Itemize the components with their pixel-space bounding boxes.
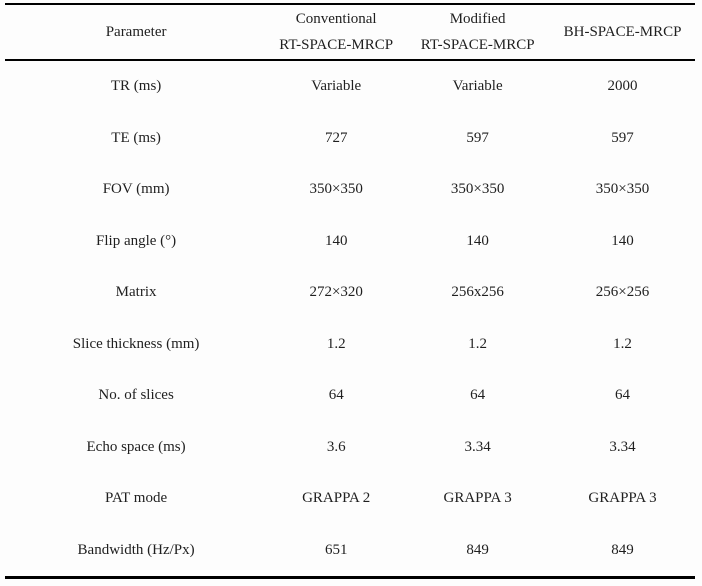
table-row-flip-angle: Flip angle (°) 140 140 140	[5, 216, 695, 268]
value-cell: 849	[611, 541, 634, 558]
table-row-no-of-slices: No. of slices 64 64 64	[5, 370, 695, 422]
table-row-echo-space: Echo space (ms) 3.6 3.34 3.34	[5, 422, 695, 474]
parameter-label: TR (ms)	[110, 78, 162, 95]
column-header-bh-space-mrcp: BH-SPACE-MRCP	[563, 23, 682, 40]
value-cell: 350×350	[595, 181, 650, 198]
parameter-label: Flip angle (°)	[96, 232, 177, 249]
column-header-parameter: Parameter	[105, 23, 167, 40]
value-cell: 1.2	[613, 335, 632, 352]
value-cell: 3.6	[326, 438, 346, 455]
parameter-label: TE (ms)	[111, 129, 161, 146]
parameter-label: Echo space (ms)	[86, 438, 186, 455]
column-header-conventional-rt-space-mrcp: Conventional RT-SPACE-MRCP	[267, 4, 405, 60]
value-cell: 3.34	[464, 438, 491, 455]
value-cell: 651	[324, 541, 348, 558]
column-header-line: RT-SPACE-MRCP	[420, 37, 535, 53]
value-cell: GRAPPA 3	[588, 490, 657, 507]
parameter-label: Slice thickness (mm)	[72, 335, 200, 352]
table-row-slice-thickness: Slice thickness (mm) 1.2 1.2 1.2	[5, 319, 695, 371]
value-cell: GRAPPA 3	[443, 490, 512, 507]
table-row-tr: TR (ms) Variable Variable 2000	[5, 60, 695, 113]
parameter-label: Bandwidth (Hz/Px)	[77, 541, 195, 558]
table-row-bandwidth: Bandwidth (Hz/Px) 651 849 849	[5, 525, 695, 578]
value-cell: 727	[324, 129, 348, 146]
column-header-line: Conventional	[295, 11, 377, 27]
value-cell: 64	[328, 387, 344, 404]
value-cell: 597	[466, 129, 489, 146]
value-cell: 350×350	[309, 181, 363, 198]
value-cell: 597	[611, 129, 634, 146]
value-cell: GRAPPA 2	[302, 490, 371, 507]
table-header: Parameter Conventional RT-SPACE-MRCP Mod…	[5, 4, 695, 60]
parameter-label: Matrix	[115, 284, 157, 301]
header-row: Parameter Conventional RT-SPACE-MRCP Mod…	[5, 4, 695, 60]
value-cell: 64	[470, 387, 486, 404]
value-cell: 272×320	[309, 284, 363, 301]
value-cell: 64	[615, 387, 631, 404]
table-row-pat-mode: PAT mode GRAPPA 2 GRAPPA 3 GRAPPA 3	[5, 473, 695, 525]
parameter-label: PAT mode	[105, 490, 168, 507]
value-cell: Variable	[311, 78, 362, 95]
mri-parameters-table: Parameter Conventional RT-SPACE-MRCP Mod…	[5, 3, 695, 579]
value-cell: 849	[466, 541, 489, 558]
parameter-label: No. of slices	[98, 387, 174, 404]
value-cell: 350×350	[450, 181, 505, 198]
value-cell: 256×256	[595, 284, 650, 301]
table-row-te: TE (ms) 727 597 597	[5, 113, 695, 165]
value-cell: Variable	[452, 78, 503, 95]
value-cell: 3.34	[609, 438, 636, 455]
column-header-line: Modified	[449, 11, 506, 27]
value-cell: 1.2	[468, 335, 487, 352]
table-row-matrix: Matrix 272×320 256x256 256×256	[5, 267, 695, 319]
value-cell: 2000	[607, 78, 638, 95]
value-cell: 140	[466, 232, 489, 249]
value-cell: 140	[611, 232, 634, 249]
value-cell: 140	[324, 232, 348, 249]
column-header-line: RT-SPACE-MRCP	[279, 37, 394, 53]
value-cell: 256x256	[451, 284, 504, 301]
parameter-label: FOV (mm)	[102, 181, 170, 198]
column-header-modified-rt-space-mrcp: Modified RT-SPACE-MRCP	[405, 4, 550, 60]
value-cell: 1.2	[326, 335, 346, 352]
table-row-fov: FOV (mm) 350×350 350×350 350×350	[5, 164, 695, 216]
table-body: TR (ms) Variable Variable 2000 TE (ms) 7…	[5, 60, 695, 578]
